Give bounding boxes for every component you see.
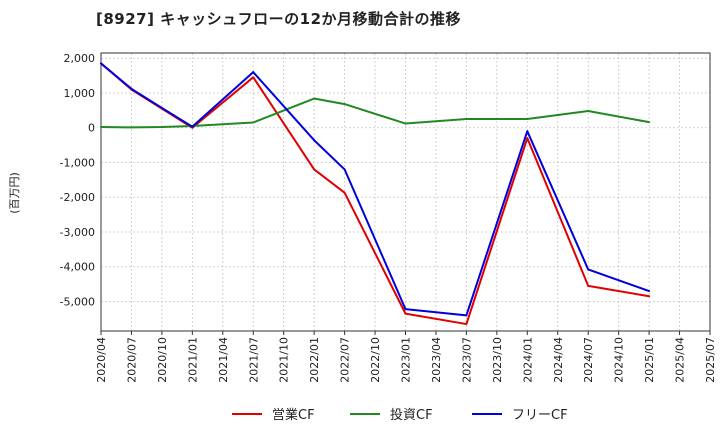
data-point (343, 191, 346, 194)
y-tick-label: -2,000 (60, 191, 95, 204)
series-line (100, 62, 650, 317)
data-point (252, 121, 255, 124)
x-tick-label: 2020/10 (156, 337, 169, 383)
data-point (343, 103, 346, 106)
y-tick-label: -1,000 (60, 156, 95, 169)
data-point (252, 76, 255, 79)
x-tick-label: 2023/04 (430, 337, 443, 383)
x-tick-label: 2025/07 (704, 337, 717, 383)
x-tick-label: 2020/04 (95, 337, 108, 383)
data-point (648, 290, 651, 293)
x-tick-label: 2022/07 (339, 337, 352, 383)
data-point (587, 110, 590, 113)
legend-label: 営業CF (272, 407, 315, 423)
data-point (100, 126, 102, 129)
data-point (465, 314, 468, 317)
x-tick-label: 2022/01 (308, 337, 321, 383)
data-point (252, 71, 255, 74)
data-point (587, 284, 590, 287)
y-tick-label: 2,000 (64, 52, 96, 65)
data-point (587, 268, 590, 271)
data-point (404, 308, 407, 311)
x-tick-label: 2023/01 (400, 337, 413, 383)
x-tick-label: 2021/04 (217, 337, 230, 383)
data-point (526, 118, 529, 121)
legend: 営業CF 投資CF フリーCF (232, 407, 568, 423)
x-tick-label: 2025/04 (674, 337, 687, 383)
y-tick-label: -4,000 (60, 261, 95, 274)
data-point (130, 87, 133, 90)
x-tick-label: 2024/01 (521, 337, 534, 383)
legend-label: フリーCF (512, 408, 568, 423)
y-tick-label: 1,000 (64, 87, 96, 100)
data-point (160, 126, 163, 129)
data-point (130, 126, 133, 129)
y-axis-title: (百万円) (8, 172, 21, 214)
data-point (313, 97, 316, 100)
chart-title: [8927] キャッシュフローの12か月移動合計の推移 (96, 10, 462, 28)
x-tick-label: 2021/07 (247, 337, 260, 383)
data-point (526, 137, 529, 140)
x-tick-label: 2023/10 (491, 337, 504, 383)
x-tick-label: 2025/01 (643, 337, 656, 383)
x-tick-label: 2024/07 (582, 337, 595, 383)
y-tick-label: -3,000 (60, 226, 95, 239)
data-point (465, 118, 468, 121)
x-tick-label: 2023/07 (460, 337, 473, 383)
axes: 2,000 1,000 0 -1,000 -2,000 -3,000 -4,000 -5,00… (60, 52, 717, 382)
y-tick-label: -5,000 (60, 295, 95, 308)
x-tick-label: 2022/10 (369, 337, 382, 383)
x-tick-label: 2024/04 (552, 337, 565, 383)
data-point (191, 125, 194, 128)
data-point (648, 295, 651, 298)
data-point (100, 62, 102, 65)
legend-label: 投資CF (390, 407, 433, 423)
x-tick-label: 2024/10 (613, 337, 626, 383)
grid (100, 53, 711, 331)
y-tick-label: 0 (88, 122, 95, 135)
data-point (160, 106, 163, 109)
x-tick-label: 2021/01 (186, 337, 199, 383)
series-lines (100, 62, 651, 326)
data-point (648, 121, 651, 124)
series-line (100, 97, 650, 129)
data-point (313, 168, 316, 171)
x-tick-label: 2021/10 (278, 337, 291, 383)
data-point (313, 139, 316, 142)
data-point (343, 168, 346, 171)
data-point (526, 130, 529, 133)
data-point (404, 122, 407, 125)
data-point (404, 312, 407, 315)
x-tick-label: 2020/07 (125, 337, 138, 383)
data-point (465, 323, 468, 326)
